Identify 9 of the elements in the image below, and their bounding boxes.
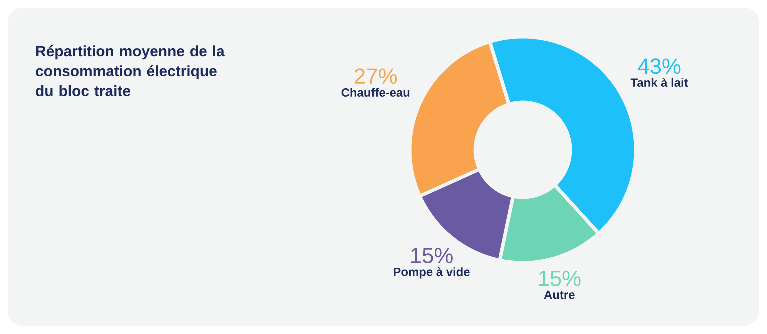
data-label: 43% [638, 58, 681, 74]
slice-label: Autre [544, 290, 575, 300]
slice-label: Chauffe-eau [342, 88, 410, 97]
data-label: 15% [539, 270, 581, 286]
data-label: 27% [355, 68, 397, 84]
slice-label: Pompe à vide [394, 267, 470, 279]
slice-label: Tank à lait [630, 78, 688, 88]
text: Répartition moyenne de la consommation électrique du bloc traite [36, 46, 225, 96]
data-label: 15% [411, 248, 453, 264]
